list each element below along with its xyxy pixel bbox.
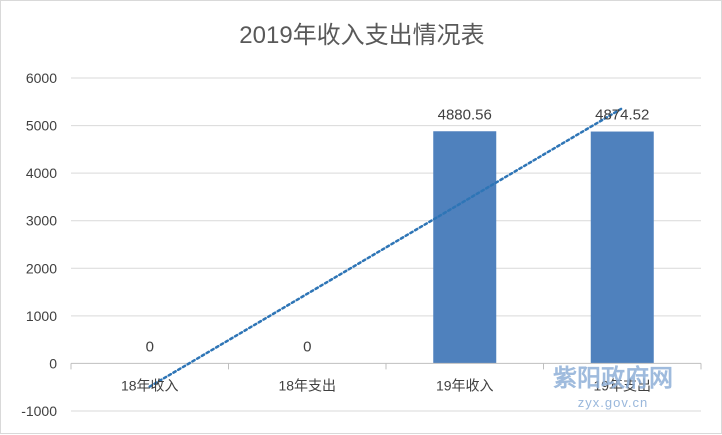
- data-label: 0: [146, 338, 154, 355]
- trendline: [148, 106, 624, 388]
- y-axis-ticks: -1000 0 1000 2000 3000 4000 5000 6000: [21, 70, 57, 419]
- x-category-label: 18年收入: [121, 377, 179, 393]
- gridlines: [71, 77, 701, 412]
- watermark: 紫阳政府网 zyx.gov.cn: [553, 364, 673, 410]
- x-category-label: 19年支出: [593, 377, 651, 393]
- data-label: 4880.56: [438, 106, 492, 123]
- y-tick-label: -1000: [21, 403, 57, 419]
- y-tick-label: 6000: [26, 70, 57, 86]
- data-labels: 0 0 4880.56 4874.52: [146, 106, 650, 355]
- y-tick-label: 3000: [26, 213, 57, 229]
- y-tick-label: 5000: [26, 118, 57, 134]
- bar: [433, 131, 497, 364]
- data-label: 0: [303, 338, 311, 355]
- watermark-logo-text: 紫阳政府网: [553, 364, 673, 392]
- bar: [590, 131, 654, 364]
- y-tick-label: 4000: [26, 165, 57, 181]
- y-tick-label: 2000: [26, 260, 57, 276]
- x-axis-categories: 18年收入 18年支出 19年收入 19年支出: [121, 377, 651, 393]
- watermark-url: zyx.gov.cn: [578, 395, 648, 410]
- x-category-label: 19年收入: [436, 377, 494, 393]
- x-category-label: 18年支出: [278, 377, 336, 393]
- x-axis: [70, 362, 702, 370]
- bars: [433, 131, 654, 364]
- chart-title: 2019年收入支出情况表: [239, 22, 484, 49]
- trendline-path: [148, 106, 624, 388]
- data-label: 4874.52: [595, 107, 649, 124]
- y-tick-label: 0: [49, 355, 57, 371]
- y-tick-label: 1000: [26, 308, 57, 324]
